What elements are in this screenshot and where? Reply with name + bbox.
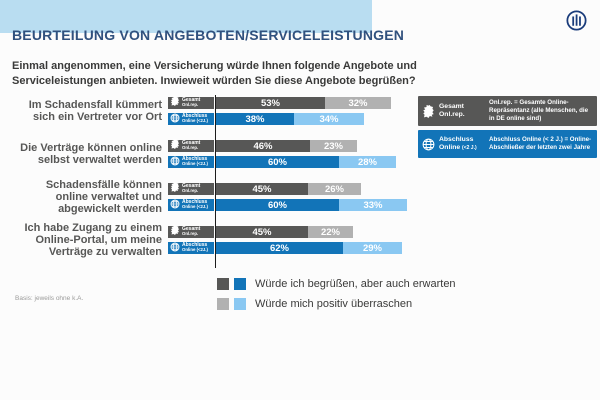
group-chip-abschluss: Abschluss Online (<2J.) (168, 156, 214, 168)
allianz-logo-icon (566, 10, 587, 31)
bar-segment-surprise: 23% (310, 140, 357, 152)
bar-segment-expect: 62% (216, 242, 343, 254)
group-chip-abschluss: Abschluss Online (<2J.) (168, 199, 214, 211)
bar-row-abschluss: Abschluss Online (<2J.) 38% 34% (168, 113, 391, 125)
bar-segment-surprise: 29% (343, 242, 402, 254)
chart-baseline (215, 95, 216, 268)
legend-swatch-lightBlue (234, 298, 246, 310)
bar-segment-expect: 60% (216, 199, 339, 211)
group-chip-gesamt: Gesamt Onl.rep. (168, 94, 214, 112)
group-chip-abschluss: Abschluss Online (<2J.) (168, 113, 214, 125)
bar-segment-surprise: 28% (339, 156, 396, 168)
bar-segment-surprise: 22% (308, 226, 353, 238)
chip-label: Gesamt Onl.rep. (182, 182, 201, 194)
bar-segment-surprise: 32% (325, 97, 391, 109)
bar-chart: Im Schadensfall kümmert sich ein Vertret… (12, 94, 407, 269)
bar-pair: Gesamt Onl.rep. 46% 23% Abschluss Online (<2J… (168, 137, 396, 168)
germany-map-icon (170, 180, 180, 198)
answer-legend-label: Würde mich positiv überraschen (255, 298, 413, 310)
category-label: Ich habe Zugang zu einem Online-Portal, … (24, 221, 162, 259)
bar-row-gesamt: Gesamt Onl.rep. 45% 26% (168, 180, 407, 198)
side-legend: Gesamt Onl.rep. Onl.rep. = Gesamte Onlin… (418, 96, 597, 162)
globe-icon (170, 153, 180, 171)
germany-map-icon (170, 223, 180, 241)
chip-label: Abschluss Online (<2J.) (182, 155, 208, 167)
category-label: Die Verträge können online selbst verwal… (20, 141, 162, 166)
bar-group: Schadensfälle können online verwaltet un… (12, 179, 407, 215)
globe-icon (422, 138, 435, 151)
bar-segment-expect: 53% (216, 97, 325, 109)
bar-row-gesamt: Gesamt Onl.rep. 46% 23% (168, 137, 396, 155)
chip-label: Abschluss Online (<2J.) (182, 112, 208, 124)
legend-box-abschluss-suffix: (<2 J.) (462, 145, 477, 152)
answer-legend-label: Würde ich begrüßen, aber auch erwarten (255, 278, 456, 290)
bar-segment-surprise: 26% (308, 183, 361, 195)
page-title: BEURTEILUNG VON ANGEBOTEN/SERVICELEISTUN… (12, 27, 405, 43)
bar-row-abschluss: Abschluss Online (<2J.) 60% 33% (168, 199, 407, 211)
bar-row-gesamt: Gesamt Onl.rep. 45% 22% (168, 223, 402, 241)
answer-legend-row: Würde mich positiv überraschen (217, 298, 456, 310)
category-label: Schadensfälle können online verwaltet un… (45, 178, 162, 216)
globe-icon (170, 239, 180, 257)
chip-label: Abschluss Online (<2J.) (182, 198, 208, 210)
bar-group: Die Verträge können online selbst verwal… (12, 137, 407, 168)
bar-pair: Gesamt Onl.rep. 45% 26% Abschluss Online (<2J… (168, 180, 407, 211)
basis-footnote: Basis: jeweils ohne k.A. (15, 295, 84, 302)
bar-row-abschluss: Abschluss Online (<2J.) 62% 29% (168, 242, 402, 254)
legend-box-abschluss-name: Abschluss Online (<2 J.) (439, 136, 477, 152)
group-chip-abschluss: Abschluss Online (<2J.) (168, 242, 214, 254)
chip-label: Abschluss Online (<2J.) (182, 241, 208, 253)
bar-group: Ich habe Zugang zu einem Online-Portal, … (12, 222, 407, 258)
chip-label: Gesamt Onl.rep. (182, 225, 201, 237)
group-chip-gesamt: Gesamt Onl.rep. (168, 137, 214, 155)
header-band (0, 0, 372, 33)
germany-map-icon (170, 94, 180, 112)
category-label: Im Schadensfall kümmert sich ein Vertret… (28, 98, 162, 123)
bar-segment-expect: 45% (216, 183, 308, 195)
answer-legend: Würde ich begrüßen, aber auch erwarten Wü… (217, 278, 456, 318)
bar-row-gesamt: Gesamt Onl.rep. 53% 32% (168, 94, 391, 112)
legend-swatch-lightGray (217, 298, 229, 310)
bar-segment-expect: 46% (216, 140, 310, 152)
chip-label: Gesamt Onl.rep. (182, 139, 201, 151)
bar-segment-surprise: 34% (294, 113, 364, 125)
intro-text: Einmal angenommen, eine Versicherung wür… (12, 60, 417, 87)
answer-legend-row: Würde ich begrüßen, aber auch erwarten (217, 278, 456, 290)
germany-map-icon (422, 104, 435, 119)
bar-groups: Im Schadensfall kümmert sich ein Vertret… (12, 94, 407, 258)
bar-segment-surprise: 33% (339, 199, 407, 211)
legend-box-gesamt: Gesamt Onl.rep. Onl.rep. = Gesamte Onlin… (418, 96, 597, 127)
bar-pair: Gesamt Onl.rep. 45% 22% Abschluss Online (<2J… (168, 223, 402, 254)
bar-segment-expect: 38% (216, 113, 294, 125)
legend-swatch-dark (217, 278, 229, 290)
globe-icon (170, 110, 180, 128)
bar-row-abschluss: Abschluss Online (<2J.) 60% 28% (168, 156, 396, 168)
legend-swatch-blue (234, 278, 246, 290)
group-chip-gesamt: Gesamt Onl.rep. (168, 180, 214, 198)
legend-box-gesamt-name: Gesamt Onl.rep. (439, 102, 465, 119)
germany-map-icon (170, 137, 180, 155)
group-chip-gesamt: Gesamt Onl.rep. (168, 223, 214, 241)
legend-box-abschluss: Abschluss Online (<2 J.) Abschluss Onlin… (418, 130, 597, 159)
bar-segment-expect: 45% (216, 226, 308, 238)
bar-group: Im Schadensfall kümmert sich ein Vertret… (12, 94, 407, 125)
bar-segment-expect: 60% (216, 156, 339, 168)
bar-pair: Gesamt Onl.rep. 53% 32% Abschluss Online (<2J… (168, 94, 391, 125)
legend-box-gesamt-desc: Onl.rep. = Gesamte Online-Repräsentanz (… (489, 99, 589, 123)
globe-icon (170, 196, 180, 214)
legend-box-abschluss-desc: Abschluss Online (< 2 J.) = Online-Absch… (489, 136, 592, 152)
chip-label: Gesamt Onl.rep. (182, 96, 201, 108)
